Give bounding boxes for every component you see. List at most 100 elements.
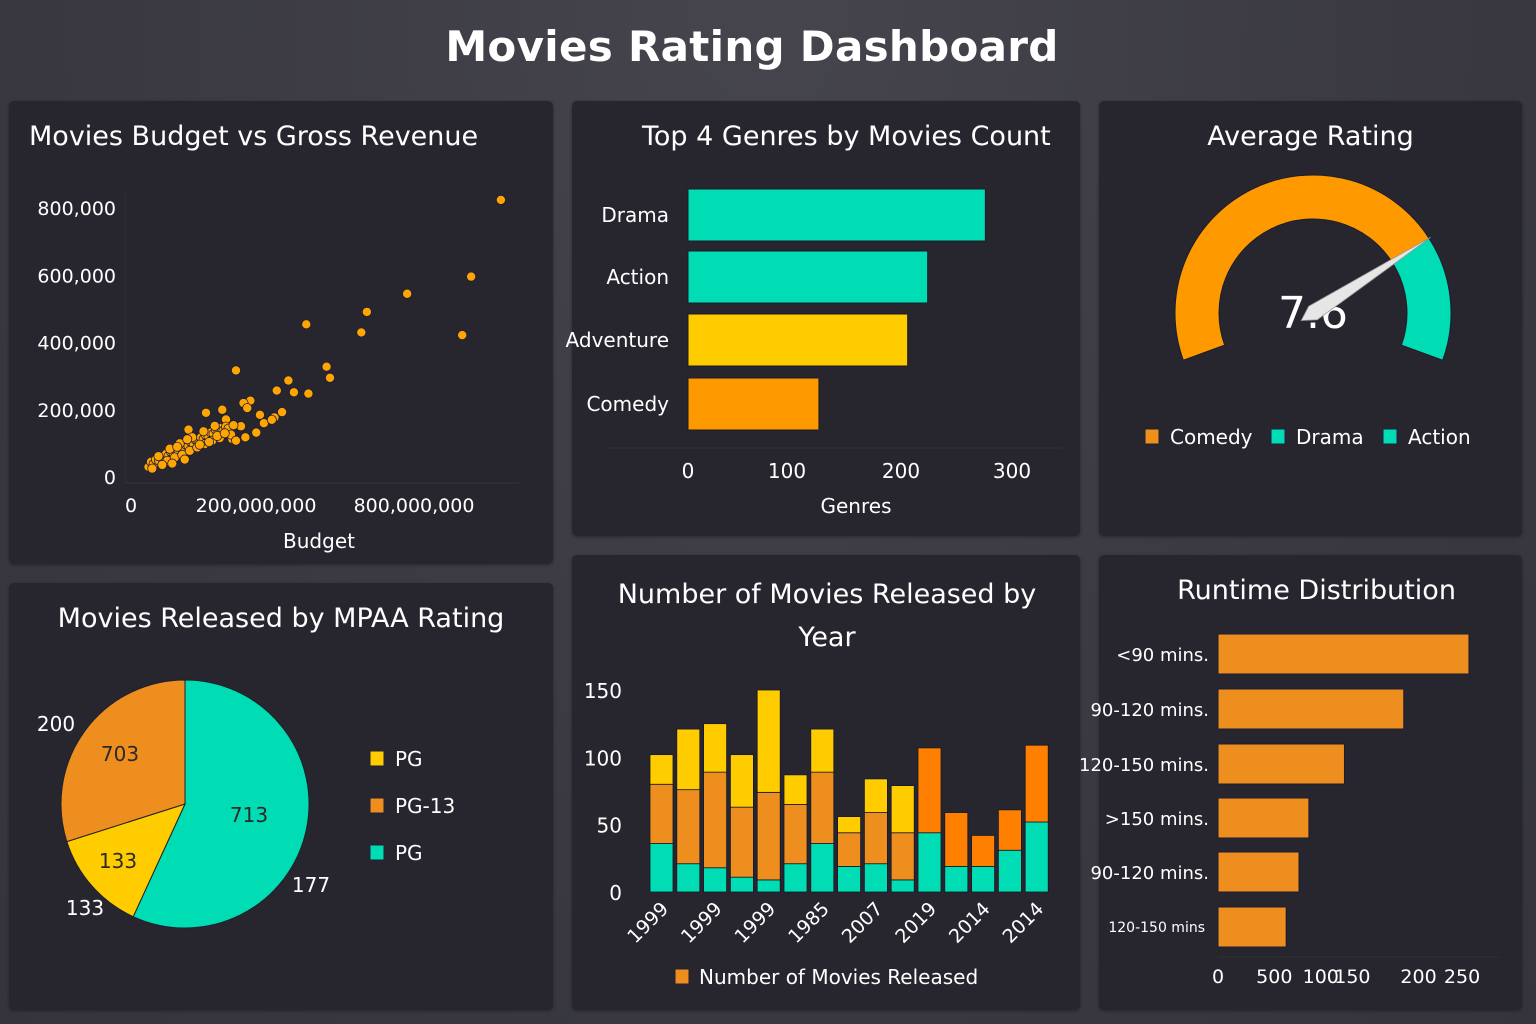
scatter-point — [324, 372, 335, 383]
runtime-label: 120-150 mins. — [1079, 755, 1209, 776]
year-bar-segment — [729, 876, 754, 893]
pie-slice — [60, 679, 186, 843]
y-tick-label: 50 — [597, 814, 622, 838]
x-tick-label: 2007 — [838, 898, 888, 948]
year-bar-segment — [997, 849, 1022, 893]
year-bar-segment — [1024, 821, 1049, 893]
scatter-point — [153, 451, 164, 462]
movies-by-year-panel: Number of Movies Released by Year 0 50 100… — [572, 555, 1080, 1010]
pie-slice — [132, 679, 310, 929]
legend-label: Action — [1408, 425, 1471, 449]
year-bar-segment — [837, 816, 862, 834]
x-tick-label: 1999 — [623, 898, 673, 948]
year-bar-segment — [890, 785, 915, 834]
scatter-point — [194, 439, 205, 450]
year-bar-segment — [997, 809, 1022, 851]
genre-bar — [687, 188, 986, 242]
x-tick-label: 0 — [125, 495, 137, 517]
runtime-label: <90 mins. — [1116, 645, 1209, 666]
year-bar-segment — [676, 789, 701, 865]
legend-label: PG — [395, 747, 423, 771]
pie-inner-label: 703 — [101, 742, 139, 766]
scatter-point — [182, 434, 193, 445]
y-tick-label: 800,000 — [37, 198, 116, 220]
x-tick-label: 2014 — [998, 898, 1048, 948]
pie-inner-label: 713 — [230, 803, 268, 827]
genre-label: Drama — [601, 203, 669, 227]
y-tick-label: 150 — [584, 679, 622, 703]
legend-swatch — [1382, 428, 1398, 445]
legend-label: PG — [395, 841, 423, 865]
scatter-point — [495, 194, 506, 205]
pie-outer-label: 177 — [292, 873, 330, 897]
dashboard-title: Movies Rating Dashboard — [445, 22, 1059, 71]
year-bar-segment — [837, 866, 862, 893]
legend-label: Number of Movies Released — [699, 965, 978, 989]
legend-swatch — [369, 797, 385, 814]
runtime-bar — [1217, 688, 1405, 730]
year-bar-segment — [729, 806, 754, 878]
x-tick-label: 2019 — [891, 898, 941, 948]
scatter-point — [254, 409, 265, 420]
scatter-chart: 0 200,000 400,000 600,000 800,000 0 200,000,00… — [37, 191, 519, 553]
scatter-point — [230, 365, 241, 376]
scatter-point — [266, 414, 277, 425]
x-tick-label: 1985 — [784, 898, 834, 948]
x-tick-label: 300 — [993, 459, 1031, 483]
scatter-point — [172, 441, 183, 452]
scatter-point — [321, 361, 332, 372]
runtime-bar-chart: <90 mins. 90-120 mins. 120-150 mins. >150 m… — [1079, 633, 1499, 988]
runtime-bar — [1217, 633, 1470, 675]
pie-outer-label: 133 — [66, 896, 104, 920]
year-bar-segment — [863, 778, 888, 813]
x-tick-label: 1999 — [730, 898, 780, 948]
gauge-segment-comedy — [1174, 174, 1430, 361]
year-bar-segment — [971, 835, 996, 867]
mpaa-rating-panel: Movies Released by MPAA Rating 713 177 133… — [9, 583, 553, 1010]
scatter-point — [283, 375, 294, 386]
rating-gauge: 7.6ComedyDramaAction — [1144, 174, 1471, 449]
scatter-point — [200, 407, 211, 418]
year-bar-segment — [649, 754, 674, 785]
x-tick-label: 200,000,000 — [196, 495, 317, 517]
year-bar-segment — [783, 804, 808, 865]
legend-swatch — [369, 750, 385, 767]
scatter-point — [288, 387, 299, 398]
x-tick-label: 500 — [1256, 966, 1292, 988]
scatter-point — [228, 420, 239, 431]
y-tick-label: 600,000 — [37, 265, 116, 287]
panel-title: Runtime Distribution — [1177, 575, 1456, 606]
legend-swatch — [674, 968, 690, 985]
genre-label: Action — [606, 265, 669, 289]
scatter-point — [157, 459, 168, 470]
runtime-bar — [1217, 797, 1310, 839]
year-bar-segment — [783, 863, 808, 893]
gauge-needle — [1300, 236, 1431, 322]
x-tick-label: 0 — [682, 459, 695, 483]
genre-bar — [687, 313, 909, 367]
pie-inner-label: 133 — [99, 849, 137, 873]
year-bar-segment — [703, 867, 728, 893]
genre-label: Adventure — [566, 328, 669, 352]
x-axis-label: Budget — [283, 529, 355, 553]
year-bar-segment — [1024, 744, 1049, 823]
scatter-point — [240, 432, 251, 443]
year-bar-segment — [944, 866, 969, 893]
runtime-bar — [1217, 743, 1345, 785]
scatter-point — [179, 454, 190, 465]
scatter-point — [303, 388, 314, 399]
x-tick-label: 200 — [882, 459, 920, 483]
runtime-bar — [1217, 906, 1287, 948]
runtime-label: 120-150 mins — [1108, 920, 1205, 936]
scatter-point — [204, 437, 215, 448]
runtime-label: 90-120 mins. — [1090, 863, 1209, 884]
year-bar-segment — [890, 879, 915, 893]
legend-label: PG-13 — [395, 794, 455, 818]
panel-title: Number of Movies Released by Year — [617, 579, 1037, 653]
pie-slice — [66, 803, 186, 918]
average-rating-panel: Average Rating 7.6ComedyDramaAction — [1099, 101, 1522, 536]
year-bar-segment — [863, 863, 888, 893]
scatter-point — [356, 327, 367, 338]
x-axis-label: Genres — [821, 494, 892, 518]
year-bar-segment — [971, 866, 996, 893]
